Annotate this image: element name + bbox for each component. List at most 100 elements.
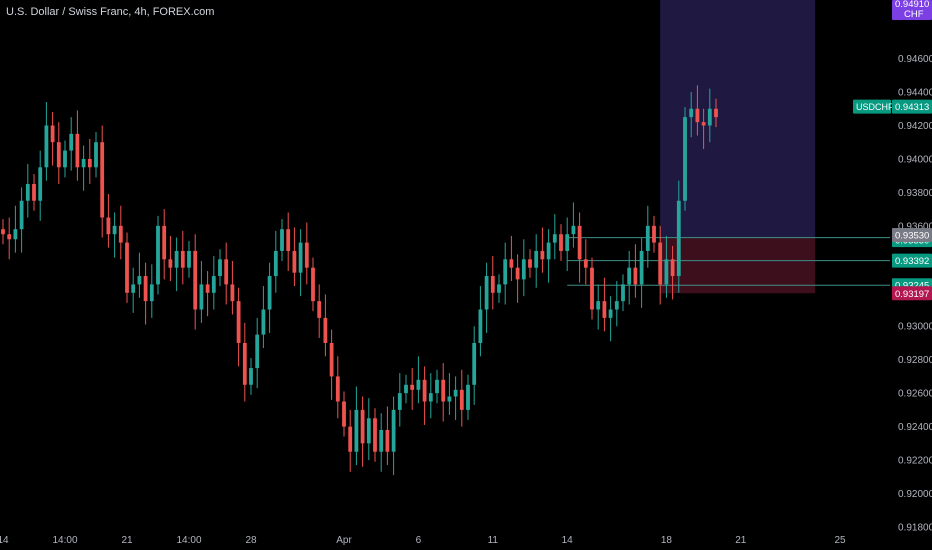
- candle-body: [441, 379, 446, 402]
- candle-body: [311, 267, 315, 302]
- candle-body: [453, 389, 458, 397]
- candle-body: [329, 342, 334, 377]
- candle-body: [199, 284, 204, 310]
- candle-body: [707, 108, 712, 126]
- top-badge-value: 0.94910: [895, 0, 929, 10]
- candle-body: [335, 376, 340, 402]
- candle-body: [596, 301, 601, 310]
- candle-body: [1, 229, 5, 235]
- price-tags: 0.935300.935300.933920.932450.93197USDCH…: [853, 0, 932, 301]
- candle-body: [156, 225, 160, 285]
- candle-body: [391, 409, 396, 452]
- symbol-tag-text: USDCHF: [856, 102, 894, 112]
- x-tick-label: 28: [245, 535, 257, 546]
- candle-body: [608, 309, 613, 318]
- x-tick-label: 21: [735, 535, 747, 546]
- stop-zone[interactable]: [660, 237, 816, 294]
- y-tick-label: 0.93600: [898, 221, 932, 232]
- candle-body: [32, 184, 36, 201]
- candle-body: [100, 142, 105, 218]
- candle-body: [416, 379, 421, 390]
- candle-body: [143, 276, 148, 302]
- candle-body: [478, 309, 483, 343]
- last-price-tag-text: 0.94313: [895, 102, 929, 113]
- candle-body: [112, 225, 117, 235]
- candle-body: [249, 368, 253, 385]
- candle-body: [658, 242, 663, 285]
- time-axis[interactable]: 14 14:00 21 14:00 28 Apr 6 11 14 18 21 25: [0, 535, 846, 546]
- candle-body: [459, 389, 464, 410]
- y-tick-label: 0.92400: [898, 422, 932, 433]
- candle-body: [174, 250, 179, 268]
- candle-body: [397, 393, 402, 410]
- x-tick-label: 14: [0, 535, 9, 546]
- candle-body: [695, 108, 700, 123]
- position-level-lines: [567, 237, 890, 286]
- lbl-lower: [892, 253, 932, 268]
- candle-body: [205, 284, 210, 293]
- candle-body: [435, 379, 439, 394]
- candle-body: [701, 122, 706, 126]
- candle-body: [428, 393, 433, 402]
- candle-body: [180, 250, 185, 268]
- candle-body: [267, 276, 272, 310]
- candle-body: [224, 259, 229, 285]
- candle-body: [565, 234, 570, 251]
- x-tick-label: 18: [661, 535, 673, 546]
- candle-body: [317, 301, 322, 318]
- candle-body: [255, 334, 260, 369]
- candle-body: [714, 108, 718, 118]
- y-tick-label: 0.91800: [898, 523, 932, 534]
- x-tick-label: 6: [416, 535, 422, 546]
- y-tick-label: 0.92800: [898, 355, 932, 366]
- candle-body: [162, 225, 167, 260]
- chart-title: U.S. Dollar / Swiss Franc, 4h, FOREX.com: [6, 6, 215, 18]
- candle-body: [490, 276, 495, 293]
- candle-body: [664, 259, 669, 285]
- candle-body: [633, 267, 638, 285]
- candle-body: [131, 284, 136, 293]
- candle-body: [521, 259, 526, 280]
- candle-body: [422, 379, 427, 402]
- y-tick-label: 0.92200: [898, 456, 932, 467]
- y-tick-label: 0.92000: [898, 489, 932, 500]
- y-tick-label: 0.94400: [898, 88, 932, 99]
- candle-body: [348, 426, 353, 452]
- candle-body: [292, 250, 297, 273]
- y-tick-label: 0.93000: [898, 322, 932, 333]
- x-tick-label: 25: [834, 535, 846, 546]
- candle-body: [534, 250, 539, 268]
- lbl-stop-text: 0.93245: [895, 281, 929, 292]
- candle-body: [81, 158, 86, 168]
- x-tick-label: 14: [562, 535, 574, 546]
- candle-body: [273, 250, 278, 277]
- candle-body: [75, 133, 80, 168]
- candle-body: [404, 384, 408, 394]
- x-tick-label: 14:00: [176, 535, 201, 546]
- candle-body: [218, 259, 222, 277]
- candle-body: [639, 250, 644, 285]
- candle-body: [187, 250, 191, 268]
- candle-body: [44, 125, 49, 168]
- lbl-stop-bottom: [892, 286, 932, 301]
- candle-body: [38, 167, 43, 201]
- candle-body: [509, 259, 514, 268]
- candle-body: [168, 259, 173, 268]
- candle-body: [546, 242, 551, 260]
- candle-body: [236, 301, 241, 343]
- candle-body: [385, 429, 390, 452]
- candle-body: [7, 234, 12, 240]
- x-tick-label: 21: [121, 535, 133, 546]
- candle-body: [149, 284, 154, 302]
- lbl-lower-text: 0.93392: [895, 256, 929, 267]
- candle-body: [466, 384, 470, 410]
- candle-body: [360, 409, 365, 444]
- candle-body: [497, 284, 501, 293]
- y-tick-label: 0.94000: [898, 154, 932, 165]
- candle-body: [354, 409, 359, 452]
- lbl-stop-bottom-text: 0.93197: [895, 289, 929, 300]
- candle-body: [410, 384, 415, 390]
- candle-body: [211, 276, 216, 293]
- candle-body: [242, 342, 247, 385]
